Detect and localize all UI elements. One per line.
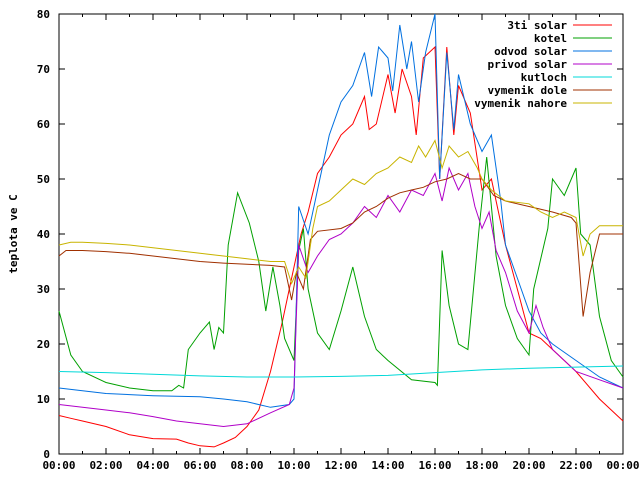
- series-line-vymenik-dole: [58, 172, 623, 317]
- series-line-privod-solar: [58, 166, 624, 428]
- legend-label: kotel: [534, 32, 567, 45]
- y-tick-label: 60: [37, 118, 50, 131]
- x-tick-label: 16:00: [418, 459, 451, 472]
- y-tick-label: 80: [37, 8, 50, 21]
- series-lines: [58, 13, 624, 448]
- y-tick-label: 20: [37, 338, 50, 351]
- y-tick-label: 70: [37, 63, 50, 76]
- series-line-odvod-solar: [58, 13, 624, 408]
- legend-label: odvod solar: [494, 45, 567, 58]
- y-axis-label: teplota ve C: [7, 194, 20, 273]
- series-line-kotel: [58, 156, 624, 392]
- x-tick-label: 20:00: [512, 459, 545, 472]
- y-tick-label: 50: [37, 173, 50, 186]
- legend-label: vymenik nahore: [474, 97, 567, 110]
- x-tick-label: 18:00: [465, 459, 498, 472]
- x-axis-ticks: 00:00 02:00 04:00 06:00 08:00 10:00 12:00 14:00…: [42, 14, 640, 472]
- x-tick-label: 00:00: [42, 459, 75, 472]
- x-tick-label: 22:00: [559, 459, 592, 472]
- x-tick-label: 06:00: [183, 459, 216, 472]
- x-tick-label: 10:00: [277, 459, 310, 472]
- y-tick-label: 10: [37, 393, 50, 406]
- x-tick-label: 14:00: [371, 459, 404, 472]
- x-tick-label: 04:00: [136, 459, 169, 472]
- series-line-vymenik-nahore: [58, 139, 623, 285]
- legend-label: vymenik dole: [488, 84, 568, 97]
- legend-label: 3ti solar: [507, 19, 567, 32]
- y-tick-label: 40: [37, 228, 50, 241]
- series-line-kutloch: [58, 365, 624, 378]
- x-tick-label: 08:00: [230, 459, 263, 472]
- x-tick-label: 00:00: [606, 459, 639, 472]
- x-tick-label: 12:00: [324, 459, 357, 472]
- y-tick-label: 0: [43, 448, 50, 461]
- y-axis-ticks: 0 10 20 30 40 50 60 70 80: [37, 8, 623, 461]
- legend-label: privod solar: [488, 58, 568, 71]
- series-line-3ti-solar: [58, 45, 624, 448]
- y-tick-label: 30: [37, 283, 50, 296]
- x-tick-label: 02:00: [89, 459, 122, 472]
- legend-label: kutloch: [521, 71, 567, 84]
